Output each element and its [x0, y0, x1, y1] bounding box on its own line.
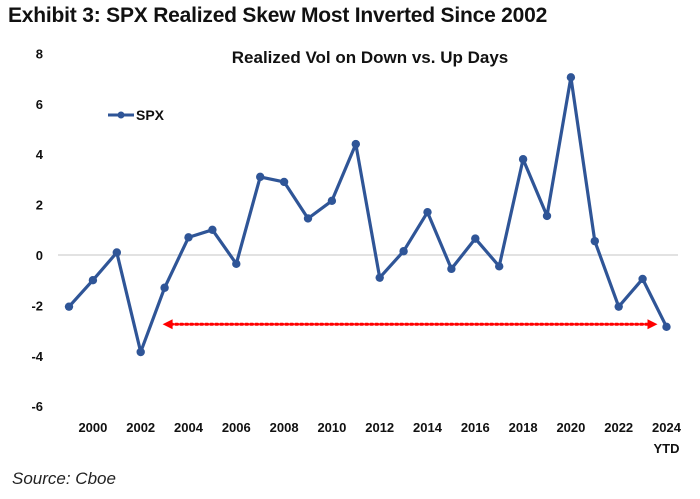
x-tick-label: 2000 [78, 420, 107, 435]
x-tick-label: 2016 [461, 420, 490, 435]
data-point [590, 236, 599, 246]
data-point [279, 177, 289, 187]
x-tick-label: 2002 [126, 420, 155, 435]
data-point [471, 234, 480, 243]
x-tick-label: 2008 [270, 420, 299, 435]
x-tick-label: 2010 [317, 420, 346, 435]
data-point [423, 207, 432, 217]
data-point [303, 214, 313, 223]
data-point [208, 225, 217, 234]
data-point [542, 211, 552, 221]
data-point [566, 73, 576, 82]
series-spx [64, 73, 671, 357]
y-tick-label: 0 [36, 248, 43, 263]
data-point [232, 259, 241, 269]
y-tick-label: 6 [36, 97, 43, 112]
data-point [399, 247, 408, 256]
annotation-arrowhead-left [162, 319, 173, 330]
data-point [662, 322, 671, 332]
data-point [638, 274, 647, 284]
x-tick-label: 2018 [509, 420, 538, 435]
x-tick-sublabel: YTD [654, 441, 680, 456]
x-tick-label: 2006 [222, 420, 251, 435]
y-tick-label: 4 [36, 147, 44, 162]
data-point [495, 262, 504, 271]
legend: SPX [108, 107, 165, 123]
chart-title: Realized Vol on Down vs. Up Days [232, 48, 508, 67]
annotation-arrow [162, 319, 658, 330]
data-point [614, 302, 623, 311]
x-tick-label: 2004 [174, 420, 204, 435]
data-point [160, 283, 169, 292]
x-axis-ticks: 2000 2002 2004 2006 2008 2010 2012 2014 2016 2018… [78, 420, 681, 456]
data-point [351, 139, 360, 149]
data-point [327, 196, 337, 206]
annotation-arrowhead-right [647, 319, 658, 330]
data-point [64, 302, 74, 311]
x-tick-label: 2012 [365, 420, 394, 435]
y-tick-label: -4 [31, 349, 43, 364]
data-point [184, 233, 193, 242]
x-tick-label: 2022 [604, 420, 633, 435]
x-tick-label: 2014 [413, 420, 443, 435]
legend-label-spx: SPX [136, 107, 165, 123]
data-point [518, 155, 528, 164]
y-tick-label: 8 [36, 46, 43, 61]
y-tick-label: 2 [36, 198, 43, 213]
y-tick-label: -2 [31, 298, 43, 313]
data-point [88, 276, 98, 285]
data-point [112, 248, 122, 257]
data-point [375, 273, 384, 282]
y-axis-ticks: 8 6 4 2 0 -2 -4 -6 [31, 46, 43, 414]
y-tick-label: -6 [31, 399, 43, 414]
data-point [136, 347, 145, 357]
source-note: Source: Cboe [12, 469, 116, 488]
data-point [256, 172, 265, 182]
x-tick-label: 2024 [652, 420, 682, 435]
data-point [447, 264, 456, 274]
series-line [67, 75, 668, 354]
exhibit-title: Exhibit 3: SPX Realized Skew Most Invert… [8, 4, 548, 27]
legend-dot-marker [117, 111, 125, 119]
x-tick-label: 2020 [556, 420, 585, 435]
